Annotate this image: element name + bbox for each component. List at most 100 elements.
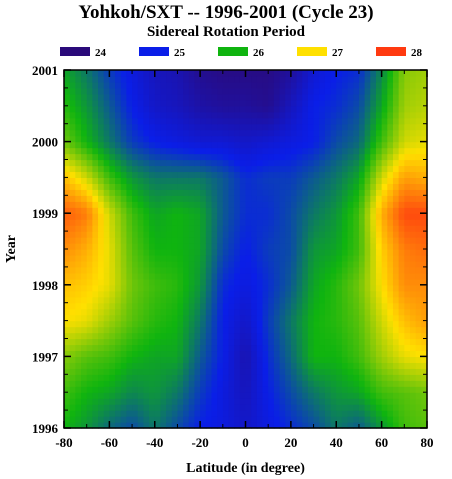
heatmap-cell xyxy=(392,249,400,256)
heatmap-cell xyxy=(302,219,309,226)
heatmap-cell xyxy=(319,177,326,184)
heatmap-cell xyxy=(353,254,360,262)
heatmap-cell xyxy=(143,326,150,334)
heatmap-cell xyxy=(234,260,241,268)
heatmap-cell xyxy=(239,87,247,95)
heatmap-cell xyxy=(273,272,281,280)
heatmap-cell xyxy=(103,386,110,393)
heatmap-cell xyxy=(319,374,326,381)
heatmap-cell xyxy=(285,302,292,310)
heatmap-cell xyxy=(64,183,71,190)
heatmap-cell xyxy=(319,332,326,340)
heatmap-cell xyxy=(415,404,422,411)
heatmap-cell xyxy=(387,249,394,256)
heatmap-cell xyxy=(126,111,133,119)
heatmap-cell xyxy=(341,249,349,256)
heatmap-cell xyxy=(200,422,207,429)
heatmap-cell xyxy=(302,231,309,238)
heatmap-cell xyxy=(177,416,184,423)
heatmap-cell xyxy=(387,416,394,423)
heatmap-cell xyxy=(211,356,218,363)
heatmap-cell xyxy=(358,189,366,196)
heatmap-cell xyxy=(177,93,184,101)
heatmap-cell xyxy=(132,320,139,328)
heatmap-cell xyxy=(409,338,417,346)
heatmap-cell xyxy=(251,159,258,167)
heatmap-cell xyxy=(98,404,105,411)
heatmap-cell xyxy=(381,93,388,101)
heatmap-cell xyxy=(245,410,252,417)
heatmap-cell xyxy=(421,105,428,113)
heatmap-cell xyxy=(126,99,133,107)
heatmap-cell xyxy=(205,416,213,423)
heatmap-cell xyxy=(115,398,122,405)
heatmap-cell xyxy=(256,404,264,411)
heatmap-cell xyxy=(92,171,99,178)
heatmap-cell xyxy=(421,254,428,262)
heatmap-cell xyxy=(313,177,320,184)
heatmap-cell xyxy=(177,81,184,89)
heatmap-cell xyxy=(381,75,388,83)
heatmap-cell xyxy=(75,75,82,83)
heatmap-cell xyxy=(245,81,252,89)
heatmap-cell xyxy=(132,350,139,357)
heatmap-cell xyxy=(98,380,105,387)
heatmap-cell xyxy=(132,422,139,429)
heatmap-cell xyxy=(353,398,360,405)
heatmap-cell xyxy=(126,87,133,95)
heatmap-cell xyxy=(120,105,127,113)
heatmap-cell xyxy=(302,75,309,83)
heatmap-cell xyxy=(421,99,428,107)
heatmap-cell xyxy=(341,338,349,346)
heatmap-cell xyxy=(92,153,99,161)
heatmap-cell xyxy=(239,249,247,256)
heatmap-cell xyxy=(347,410,354,417)
heatmap-cell xyxy=(69,147,76,155)
heatmap-cell xyxy=(234,70,241,77)
heatmap-cell xyxy=(324,386,332,393)
heatmap-cell xyxy=(239,75,247,83)
heatmap-cell xyxy=(143,237,150,244)
heatmap-cell xyxy=(69,368,76,375)
heatmap-cell xyxy=(330,201,337,208)
heatmap-cell xyxy=(98,320,105,328)
heatmap-cell xyxy=(200,243,207,250)
heatmap-cell xyxy=(234,219,241,226)
heatmap-cell xyxy=(86,93,93,101)
heatmap-cell xyxy=(262,350,269,357)
heatmap-cell xyxy=(166,111,173,119)
heatmap-cell xyxy=(404,135,411,143)
heatmap-cell xyxy=(149,249,156,256)
heatmap-cell xyxy=(358,344,366,352)
heatmap-cell xyxy=(251,254,258,262)
heatmap-cell xyxy=(341,266,349,274)
heatmap-cell xyxy=(279,201,286,208)
heatmap-cell xyxy=(120,410,127,417)
heatmap-cell xyxy=(296,141,303,149)
heatmap-cell xyxy=(324,123,332,131)
heatmap-cell xyxy=(222,249,230,256)
heatmap-cell xyxy=(166,75,173,83)
heatmap-cell xyxy=(211,213,218,220)
heatmap-cell xyxy=(200,105,207,113)
heatmap-cell xyxy=(177,278,184,286)
heatmap-cell xyxy=(387,219,394,226)
heatmap-cell xyxy=(313,147,320,155)
heatmap-cell xyxy=(319,105,326,113)
heatmap-cell xyxy=(409,147,417,155)
heatmap-cell xyxy=(154,129,162,137)
heatmap-cell xyxy=(302,416,309,423)
heatmap-cell xyxy=(296,195,303,202)
heatmap-cell xyxy=(370,404,377,411)
heatmap-cell xyxy=(256,350,264,357)
heatmap-cell xyxy=(154,344,162,352)
heatmap-cell xyxy=(290,135,298,143)
heatmap-cell xyxy=(75,141,82,149)
heatmap-cell xyxy=(92,111,99,119)
heatmap-cell xyxy=(200,398,207,405)
heatmap-cell xyxy=(64,135,71,143)
heatmap-cell xyxy=(200,219,207,226)
heatmap-cell xyxy=(81,123,88,131)
heatmap-cell xyxy=(81,362,88,369)
heatmap-cell xyxy=(375,290,383,298)
